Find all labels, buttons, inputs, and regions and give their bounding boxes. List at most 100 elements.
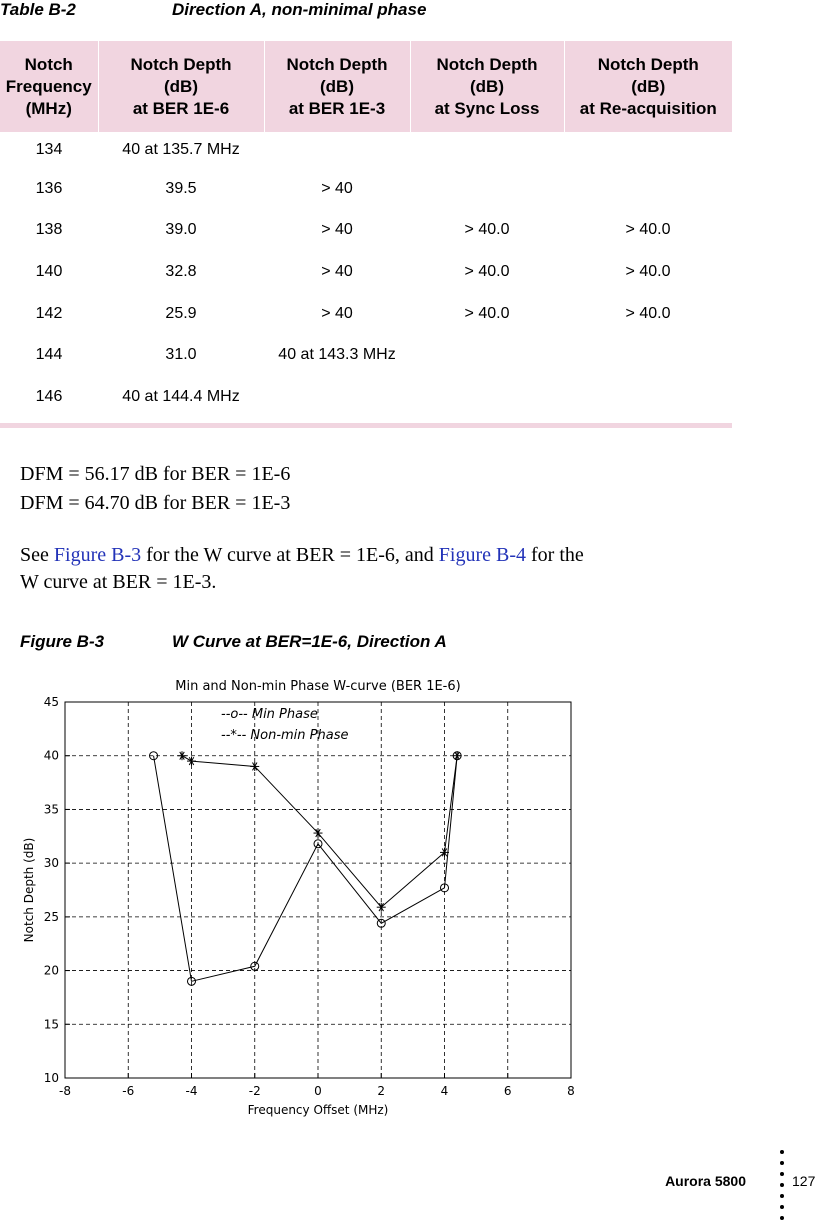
table-cell: 144 xyxy=(35,346,63,364)
table-cell xyxy=(564,376,732,418)
series-line-min-phase xyxy=(153,755,458,982)
table-caption: Table B-2 Direction A, non-minimal phase xyxy=(0,0,426,20)
x-tick-label: -2 xyxy=(249,1084,261,1098)
table-cell: > 40.0 xyxy=(625,262,671,280)
star-marker xyxy=(440,847,449,857)
see-text-b: for the W curve at BER = 1E-6, and xyxy=(141,544,439,566)
x-tick-label: -4 xyxy=(186,1084,198,1098)
circle-marker xyxy=(187,976,196,986)
star-marker xyxy=(452,751,462,761)
table-cell: > 40.0 xyxy=(464,221,510,239)
series-line-non-min-phase xyxy=(181,755,458,908)
y-tick-label: 30 xyxy=(44,856,59,870)
grid xyxy=(65,702,571,1078)
legend-entry: --o-- Min Phase xyxy=(221,707,318,722)
y-tick-label: 45 xyxy=(44,695,59,709)
legend: --o-- Min Phase --*-- Non-min Phase xyxy=(221,707,348,743)
header-depth-ber-1e6: Notch Depth (dB) at BER 1E-6 xyxy=(97,41,264,132)
table-row: 146 40 at 144.4 MHz xyxy=(0,376,732,418)
star-marker xyxy=(376,902,386,912)
star-marker xyxy=(177,751,187,761)
page-edge-dots xyxy=(780,1150,786,1227)
y-tick-label: 35 xyxy=(44,802,59,816)
figure-b3-link[interactable]: Figure B-3 xyxy=(53,544,142,566)
table-cell: > 40 xyxy=(321,262,353,280)
x-tick-label: -6 xyxy=(122,1084,134,1098)
legend-entry: --*-- Non-min Phase xyxy=(221,728,348,743)
circle-marker xyxy=(440,883,449,893)
see-text-a: See xyxy=(20,544,54,566)
y-tick-label: 40 xyxy=(44,749,59,763)
table-cell: 140 xyxy=(35,262,63,280)
table-cell xyxy=(410,334,564,376)
header-notch-frequency: Notch Frequency (MHz) xyxy=(0,41,98,132)
x-tick-label: 2 xyxy=(377,1084,385,1098)
see-text-c: for the xyxy=(526,544,584,566)
x-tick-label: 8 xyxy=(567,1084,575,1098)
table-row: 134 40 at 135.7 MHz xyxy=(0,132,732,168)
table-cell xyxy=(264,132,410,168)
table-cell: 39.5 xyxy=(165,179,197,197)
x-axis-label: Frequency Offset (MHz) xyxy=(248,1103,389,1117)
table-row: 140 32.8 > 40 > 40.0 > 40.0 xyxy=(0,251,732,293)
circle-marker xyxy=(149,751,159,761)
x-tick-label: 6 xyxy=(504,1084,512,1098)
table-cell xyxy=(564,334,732,376)
circle-marker xyxy=(376,918,386,928)
table-cell: > 40.0 xyxy=(625,221,671,239)
see-figures-paragraph: See Figure B-3 for the W curve at BER = … xyxy=(20,542,584,569)
table-cell: 142 xyxy=(35,304,63,322)
circle-marker xyxy=(250,961,260,971)
x-tick-label: 0 xyxy=(314,1084,322,1098)
notch-depth-table: Notch Frequency (MHz) Notch Depth (dB) a… xyxy=(0,41,732,418)
header-depth-sync-loss: Notch Depth (dB) at Sync Loss xyxy=(409,41,564,132)
table-cell: > 40.0 xyxy=(625,304,671,322)
series xyxy=(149,751,462,986)
figure-b4-link[interactable]: Figure B-4 xyxy=(438,544,527,566)
table-cell: 136 xyxy=(35,179,63,197)
table-cell: 40 at 144.4 MHz xyxy=(122,387,240,405)
table-row: 144 31.0 40 at 143.3 MHz xyxy=(0,334,732,376)
star-marker xyxy=(250,761,260,771)
chart-title: Min and Non-min Phase W-curve (BER 1E-6) xyxy=(175,679,460,694)
table-cell: > 40.0 xyxy=(464,262,510,280)
table-cell: 138 xyxy=(35,221,63,239)
table-cell: > 40 xyxy=(321,221,353,239)
x-tick-label: -8 xyxy=(59,1084,71,1098)
header-depth-reacquisition: Notch Depth (dB) at Re-acquisition xyxy=(563,41,732,132)
header-depth-ber-1e3: Notch Depth (dB) at BER 1E-3 xyxy=(263,41,410,132)
table-cell: 32.8 xyxy=(165,262,197,280)
table-bottom-rule xyxy=(0,423,732,428)
table-cell: 39.0 xyxy=(165,221,197,239)
table-cell xyxy=(410,132,564,168)
table-header-row: Notch Frequency (MHz) Notch Depth (dB) a… xyxy=(0,41,732,132)
table-cell: 25.9 xyxy=(165,304,197,322)
figure-caption: Figure B-3 W Curve at BER=1E-6, Directio… xyxy=(20,632,447,652)
axis-ticks: -8 -6 -4 -2 0 2 4 6 8 10 15 20 25 30 35 40 45 xyxy=(44,695,575,1098)
y-tick-label: 15 xyxy=(44,1017,59,1031)
table-cell: 40 at 143.3 MHz xyxy=(278,346,396,364)
dfm-line-1: DFM = 56.17 dB for BER = 1E-6 xyxy=(20,463,291,485)
figure-title: W Curve at BER=1E-6, Direction A xyxy=(172,632,447,651)
table-cell xyxy=(410,168,564,210)
footer-product-name: Aurora 5800 xyxy=(665,1173,746,1189)
table-cell: 134 xyxy=(35,141,63,158)
y-tick-label: 25 xyxy=(44,910,59,924)
table-cell: 40 at 135.7 MHz xyxy=(122,141,240,158)
table-label: Table B-2 xyxy=(0,0,76,19)
circle-marker xyxy=(313,839,323,849)
star-marker xyxy=(187,756,196,766)
y-tick-label: 20 xyxy=(44,964,59,978)
table-cell: > 40 xyxy=(321,179,353,197)
dfm-line-2: DFM = 64.70 dB for BER = 1E-3 xyxy=(20,492,291,514)
figure-label: Figure B-3 xyxy=(20,632,105,651)
table-title: Direction A, non-minimal phase xyxy=(172,0,427,19)
table-cell xyxy=(264,376,410,418)
y-axis-label: Notch Depth (dB) xyxy=(22,838,36,943)
table-cell xyxy=(564,168,732,210)
w-curve-chart: -8 -6 -4 -2 0 2 4 6 8 10 15 20 25 30 35 40 45 --o-- Min … xyxy=(22,679,575,1117)
table-cell: 146 xyxy=(35,387,63,405)
table-cell: > 40 xyxy=(321,304,353,322)
y-tick-label: 10 xyxy=(44,1071,59,1085)
table-cell xyxy=(410,376,564,418)
